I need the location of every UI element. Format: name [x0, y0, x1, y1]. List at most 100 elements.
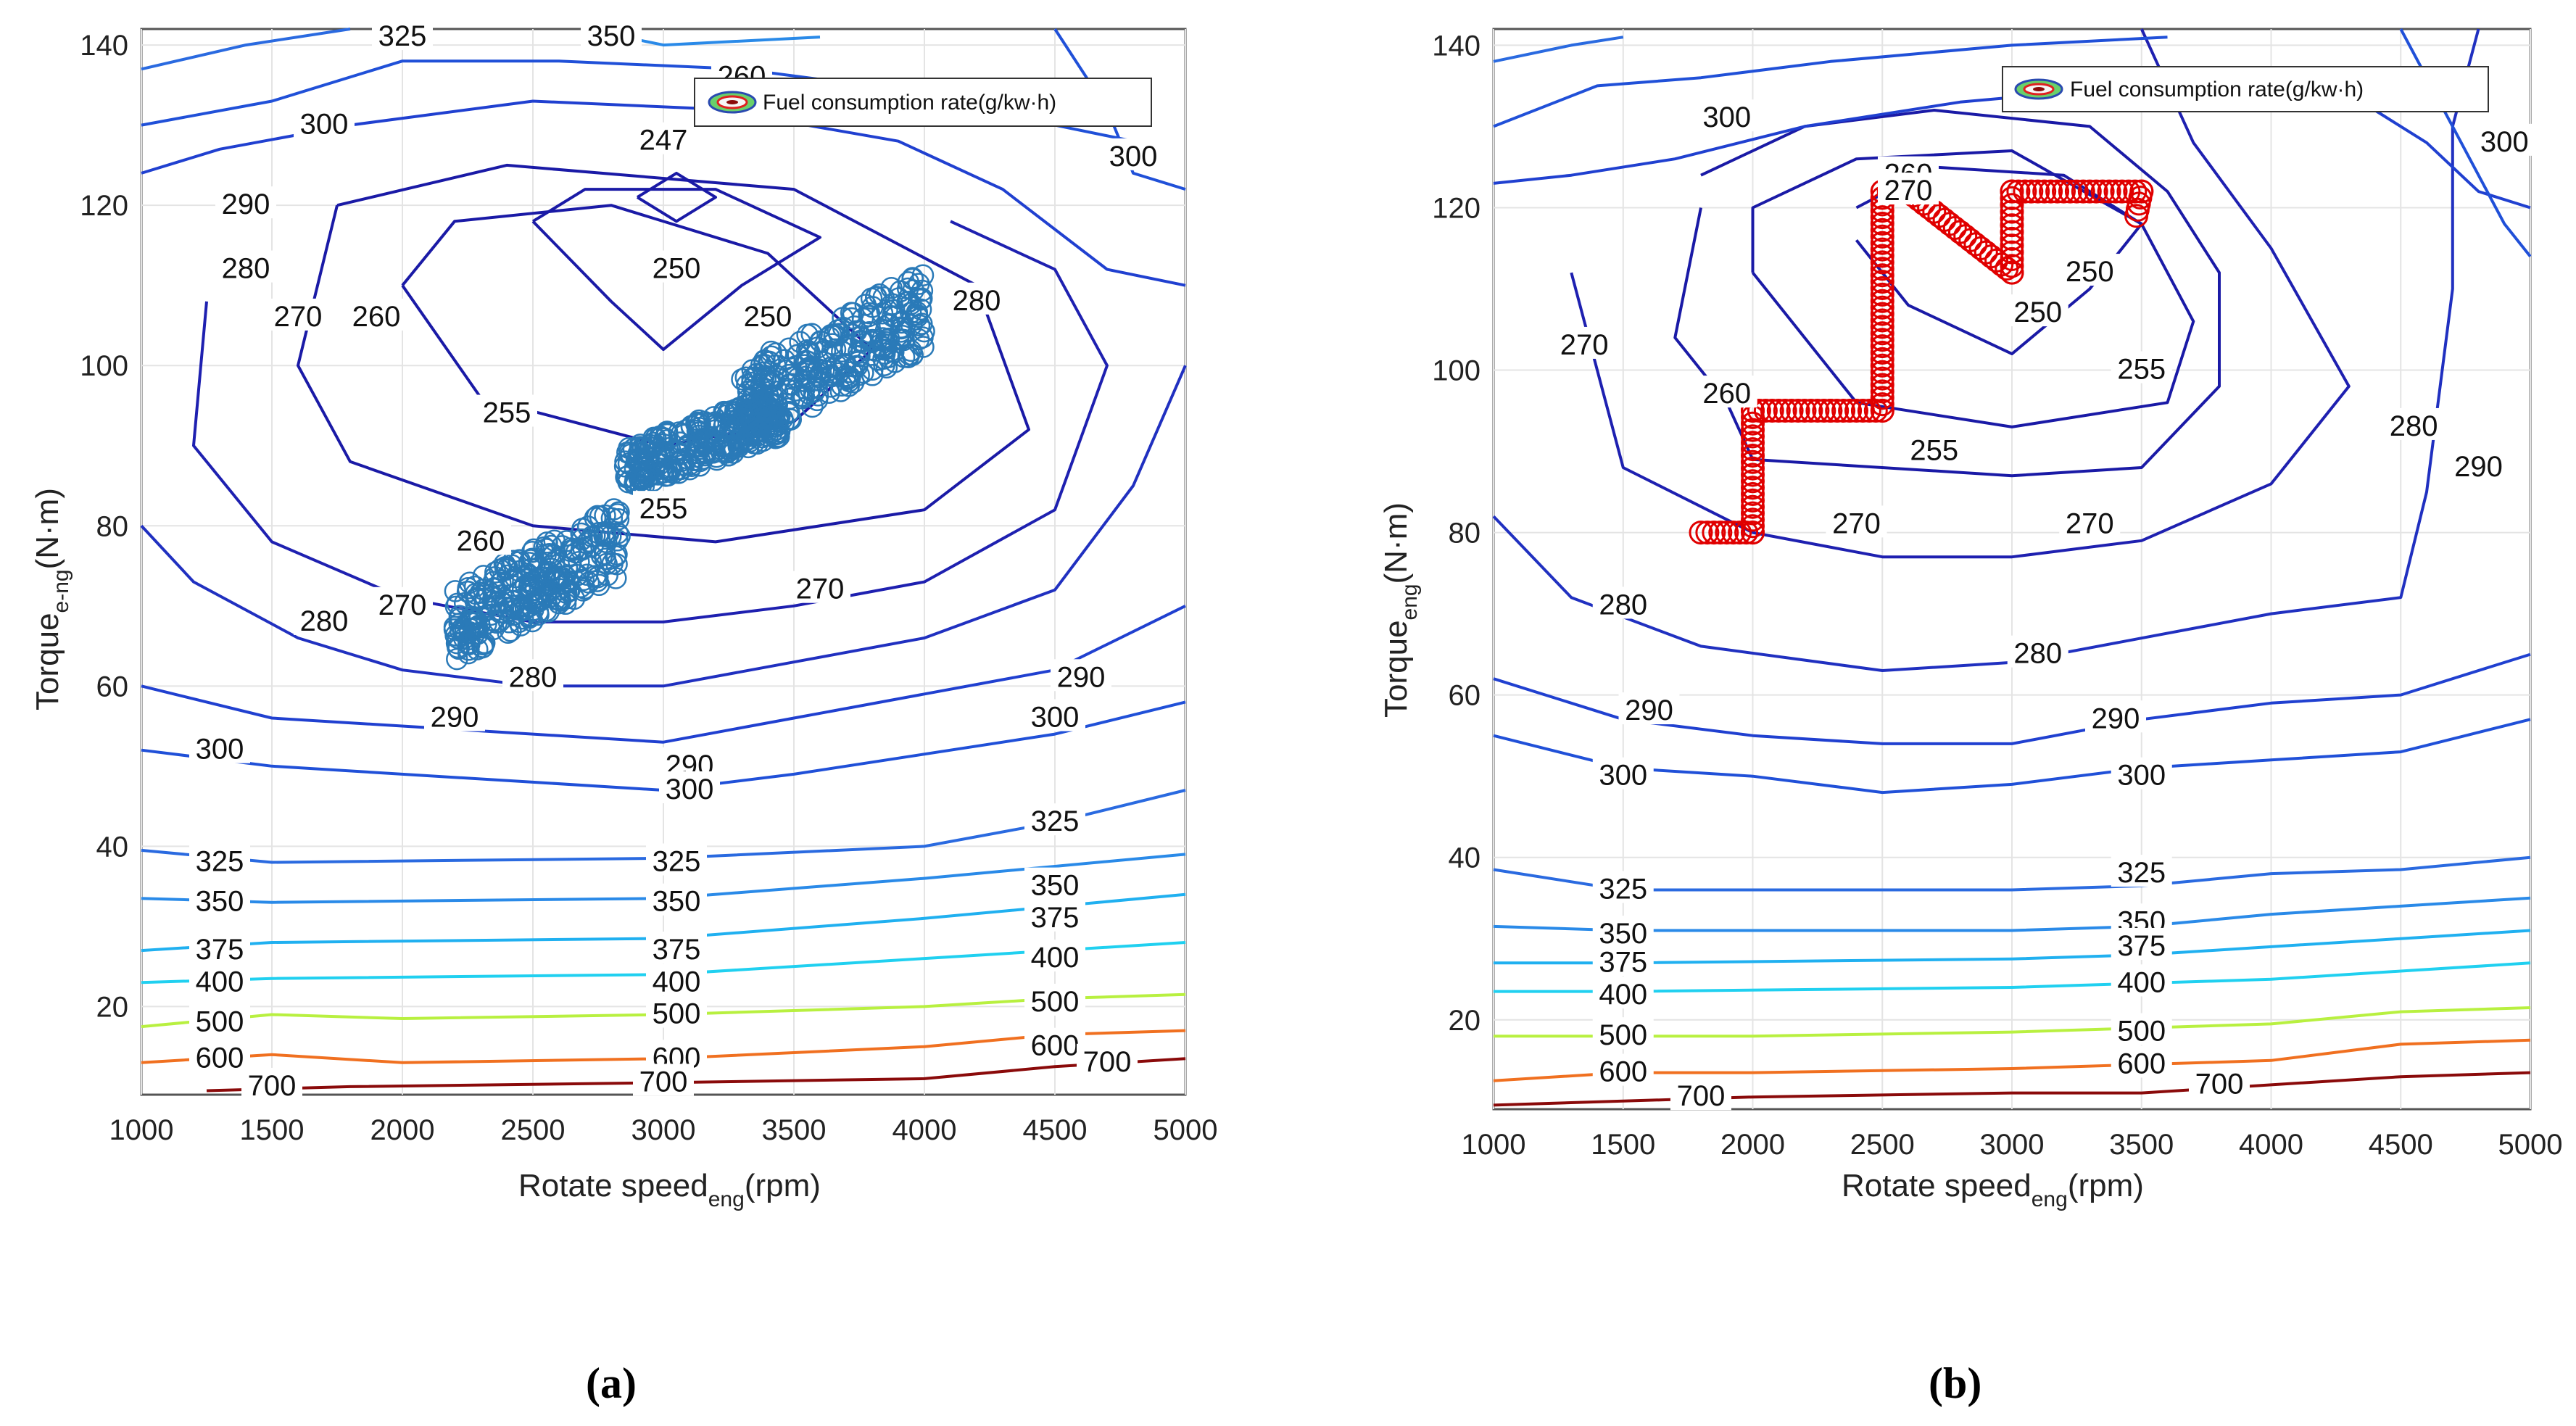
scatter-point — [1870, 360, 1894, 384]
contour-label-bg — [581, 18, 642, 51]
scatter-point — [486, 594, 509, 617]
contour-line-290 — [1493, 652, 2531, 745]
scatter-point — [2124, 204, 2149, 228]
scatter-point — [1689, 521, 1713, 545]
contour-line-280 — [1492, 28, 2480, 672]
scatter-point — [805, 361, 827, 384]
contour-label: 700 — [1083, 1046, 1132, 1078]
x-tick-label: 1000 — [109, 1114, 174, 1146]
scatter-point — [750, 382, 772, 405]
scatter-point — [2026, 179, 2050, 204]
contour-label: 350 — [587, 20, 636, 52]
scatter-point — [586, 505, 609, 528]
scatter-point — [1760, 399, 1784, 423]
scatter-point — [2071, 179, 2095, 204]
scatter-point — [1870, 341, 1894, 365]
contour-label-bg — [294, 602, 355, 635]
contour-line-260 — [297, 163, 1030, 544]
contour-label-bg — [2111, 351, 2172, 384]
contour-label: 290 — [2454, 451, 2503, 483]
scatter-point — [2000, 193, 2024, 217]
scatter-point — [1786, 399, 1810, 423]
contour-label-bg — [2111, 757, 2172, 789]
contour-label-bg — [1618, 692, 1680, 725]
scatter-point — [1702, 521, 1726, 545]
scatter-point — [2039, 179, 2063, 204]
scatter-point — [2000, 220, 2024, 244]
contour-label-bg — [1077, 1043, 1138, 1076]
scatter-point — [1741, 463, 1765, 487]
scatter-point — [642, 431, 665, 455]
contour-label-bg — [1024, 899, 1085, 932]
contour-label: 325 — [196, 845, 244, 877]
contour-label-bg — [215, 250, 276, 283]
scatter-point — [1870, 295, 1894, 320]
scatter-point — [1741, 521, 1765, 545]
scatter-point — [900, 293, 922, 315]
contour-label-bg — [2189, 1066, 2250, 1098]
scatter-point — [1870, 392, 1894, 417]
y-tick-label: 140 — [1432, 30, 1480, 62]
scatter-point — [854, 294, 877, 316]
scatter-point — [2013, 179, 2037, 204]
contour-label-bg — [215, 186, 276, 219]
scatter-point — [747, 420, 770, 442]
scatter-point — [2019, 179, 2044, 204]
scatter-point — [447, 636, 469, 659]
contour-label: 290 — [1625, 695, 1673, 726]
contour-label: 280 — [2013, 638, 2062, 670]
contour-label: 500 — [196, 1006, 244, 1038]
contour-label: 375 — [1031, 902, 1080, 934]
scatter-point — [868, 283, 891, 306]
scatter-point — [1870, 282, 1894, 307]
chart-b-legend-box — [2002, 66, 2489, 112]
scatter-point — [872, 338, 895, 361]
x-tick-label: 4500 — [2369, 1129, 2433, 1161]
contour-label: 260 — [352, 301, 401, 333]
scatter-point — [1779, 399, 1804, 423]
contour-label: 270 — [1560, 329, 1609, 361]
scatter-point — [521, 610, 544, 633]
contour-label-bg — [2448, 448, 2509, 481]
scatter-point — [901, 344, 924, 366]
scatter-point — [465, 615, 488, 639]
contour-label: 325 — [653, 845, 701, 877]
scatter-point — [1870, 289, 1894, 313]
contour-label-bg — [372, 18, 433, 51]
contour-line-255 — [1751, 149, 2195, 428]
contour-label: 300 — [1109, 141, 1158, 173]
x-tick-label: 1000 — [1462, 1129, 1526, 1161]
contour-label: 400 — [1031, 942, 1080, 974]
y-tick-label: 60 — [96, 671, 129, 702]
contour-label-bg — [1024, 803, 1085, 836]
scatter-point — [2000, 254, 2024, 278]
scatter-point — [1870, 353, 1894, 378]
contour-label: 280 — [300, 605, 349, 637]
y-tick-label: 20 — [1449, 1005, 1481, 1037]
scatter-point — [760, 345, 783, 368]
scatter-point — [1870, 347, 1894, 371]
contour-label-bg — [2111, 1045, 2172, 1078]
scatter-point — [1870, 334, 1894, 359]
scatter-point — [780, 373, 803, 395]
contour-label: 300 — [1702, 101, 1751, 133]
contour-label-bg — [424, 699, 485, 731]
scatter-point — [1857, 399, 1881, 423]
contour-label: 400 — [1599, 979, 1647, 1011]
scatter-point — [902, 279, 924, 302]
chart-a-contour-labels: 2472502502552552602602602702702702802802… — [189, 18, 1164, 1102]
scatter-point — [1812, 399, 1836, 423]
contour-label-bg — [268, 298, 328, 331]
scatter-point — [1870, 257, 1894, 281]
scatter-point — [616, 441, 639, 464]
contour-label-bg — [1696, 376, 1757, 408]
chart-b-legend-swatch-core — [2033, 87, 2045, 91]
x-tick-label: 4000 — [893, 1114, 957, 1146]
contour-label-bg — [1024, 983, 1085, 1016]
scatter-point — [737, 389, 759, 411]
contour-label: 325 — [2117, 857, 2166, 889]
contour-label-bg — [346, 298, 407, 331]
scatter-point — [837, 370, 861, 393]
scatter-point — [1741, 449, 1765, 474]
